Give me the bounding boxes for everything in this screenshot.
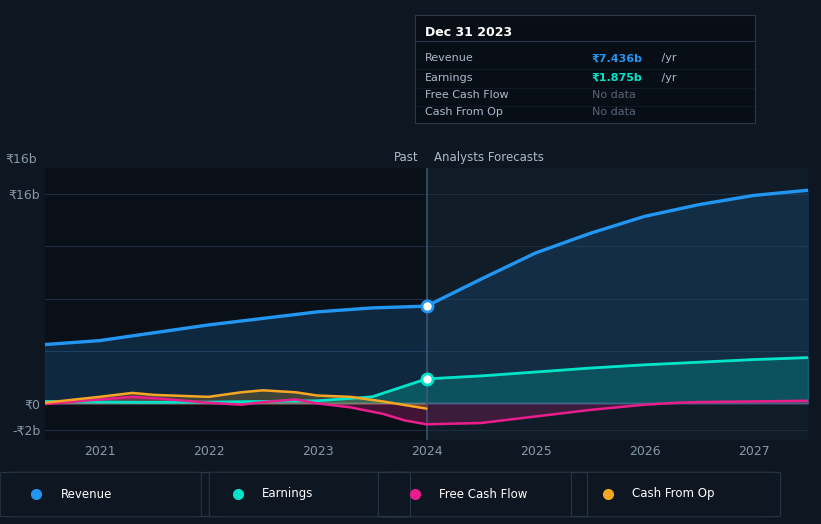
Bar xyxy=(426,168,808,440)
Text: ₹1.875b: ₹1.875b xyxy=(592,73,643,83)
Text: No data: No data xyxy=(592,107,635,117)
Text: ₹7.436b: ₹7.436b xyxy=(592,53,643,63)
Text: Earnings: Earnings xyxy=(425,73,474,83)
Text: Free Cash Flow: Free Cash Flow xyxy=(438,487,527,500)
Text: Past: Past xyxy=(394,151,419,164)
Text: Revenue: Revenue xyxy=(61,487,112,500)
Text: Earnings: Earnings xyxy=(262,487,313,500)
Text: /yr: /yr xyxy=(658,73,677,83)
Bar xyxy=(45,168,426,440)
Text: ₹16b: ₹16b xyxy=(5,152,37,166)
Text: Free Cash Flow: Free Cash Flow xyxy=(425,90,509,100)
Text: /yr: /yr xyxy=(658,53,677,63)
Text: Dec 31 2023: Dec 31 2023 xyxy=(425,26,512,39)
Text: Revenue: Revenue xyxy=(425,53,474,63)
Text: Cash From Op: Cash From Op xyxy=(425,107,503,117)
Text: Analysts Forecasts: Analysts Forecasts xyxy=(434,151,544,164)
Text: No data: No data xyxy=(592,90,635,100)
Text: Cash From Op: Cash From Op xyxy=(632,487,714,500)
